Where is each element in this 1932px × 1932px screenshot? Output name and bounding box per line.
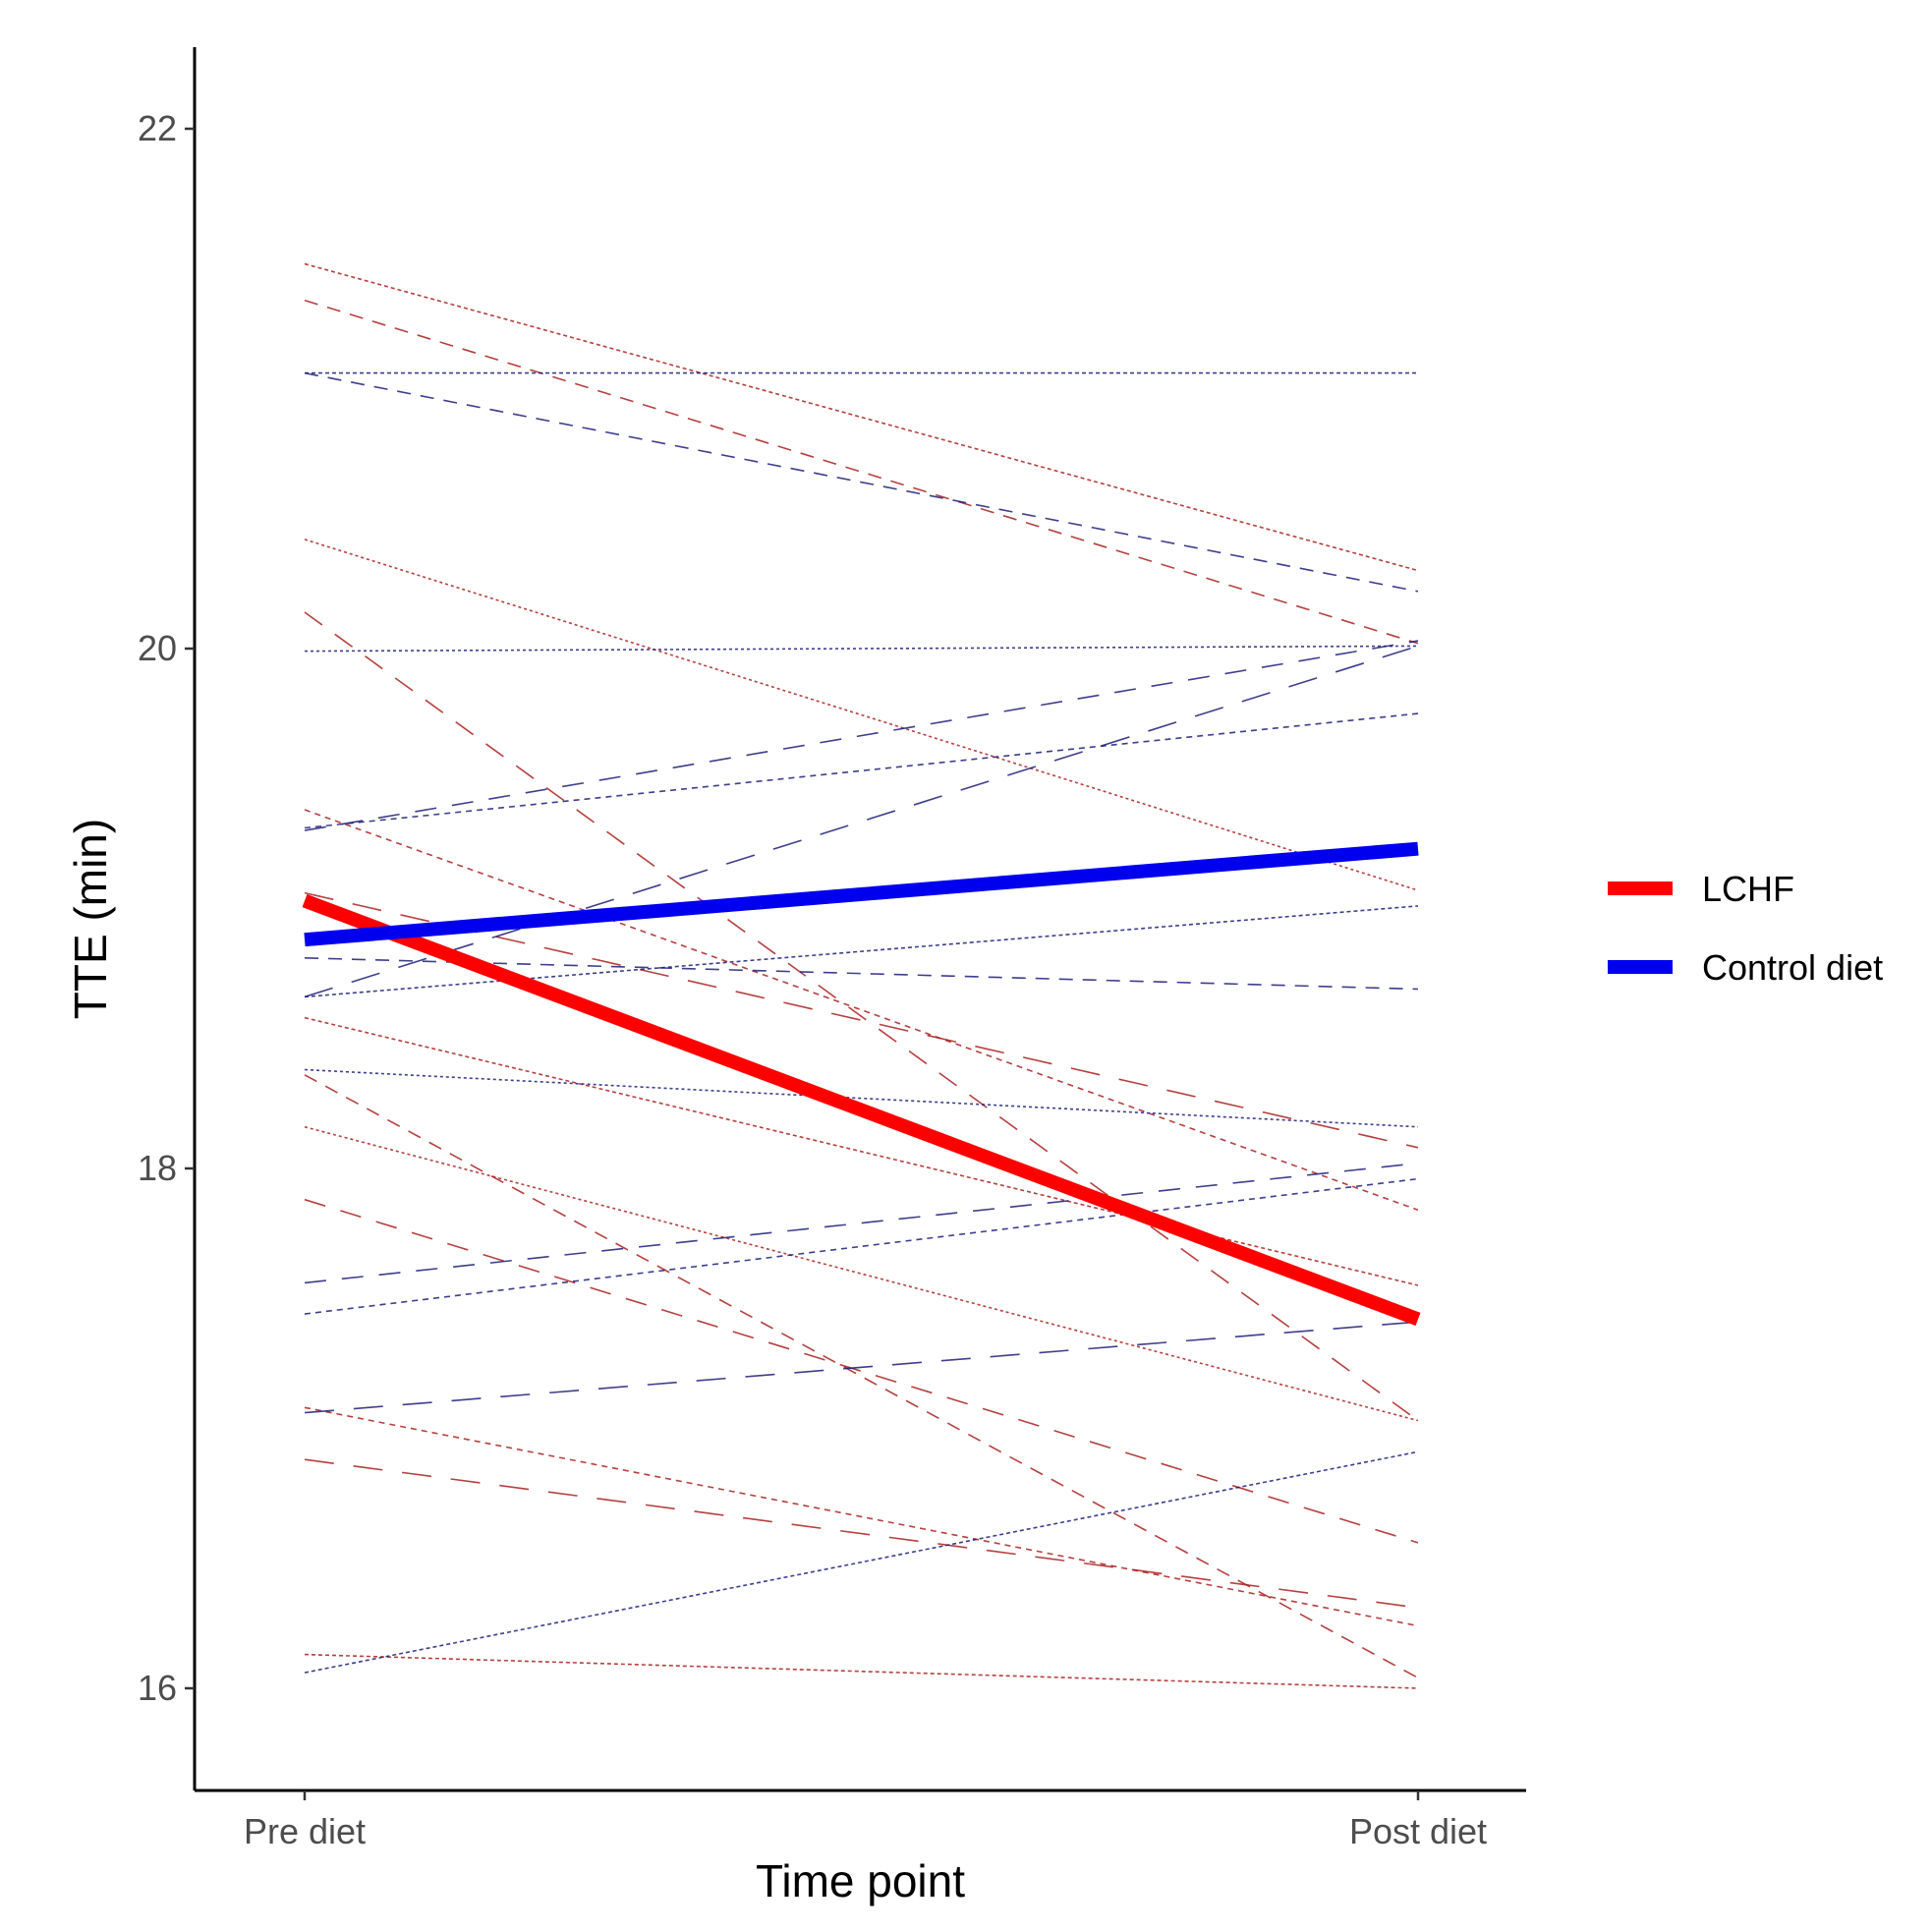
y-tick-label: 20 xyxy=(138,628,177,668)
individual-lines xyxy=(304,262,1419,1689)
y-axis-ticks: 16 18 20 22 xyxy=(138,108,195,1708)
y-tick-label: 18 xyxy=(138,1148,177,1188)
control-individual-line xyxy=(304,1068,1419,1128)
lchf-individual-line xyxy=(304,611,1419,1422)
lchf-individual-line xyxy=(304,809,1419,1212)
lchf-individual-line xyxy=(304,1458,1419,1609)
lchf-individual-line xyxy=(304,539,1419,891)
lchf-individual-line xyxy=(304,299,1419,645)
control-individual-line xyxy=(304,645,1419,653)
lchf-individual-line xyxy=(304,1406,1419,1627)
control-individual-line xyxy=(304,712,1419,829)
lchf-individual-line xyxy=(304,262,1419,572)
lchf-mean-line xyxy=(302,894,1421,1326)
x-axis-ticks: Pre diet Post diet xyxy=(244,1790,1487,1851)
y-tick-label: 22 xyxy=(138,108,177,148)
lchf-individual-line xyxy=(304,891,1419,1149)
control-individual-line xyxy=(304,640,1419,831)
control-individual-line xyxy=(304,1177,1419,1315)
lchf-individual-line xyxy=(304,1074,1419,1679)
legend: LCHF Control diet xyxy=(1608,869,1883,988)
control-individual-line xyxy=(304,1450,1419,1674)
lchf-individual-line xyxy=(304,1653,1419,1689)
y-tick-label: 16 xyxy=(138,1668,177,1708)
control-individual-line xyxy=(304,1162,1419,1284)
legend-label-lchf: LCHF xyxy=(1702,869,1794,909)
lchf-individual-line xyxy=(304,1125,1419,1422)
control-individual-line xyxy=(304,957,1419,991)
y-axis-title: TTE (min) xyxy=(65,819,116,1019)
x-tick-label: Post diet xyxy=(1349,1811,1487,1851)
control-individual-line xyxy=(304,905,1419,998)
x-axis-title: Time point xyxy=(756,1855,965,1906)
control-individual-line xyxy=(304,1321,1419,1414)
lchf-individual-line xyxy=(304,1016,1419,1286)
control-diet-mean-line xyxy=(304,841,1419,947)
legend-label-control-diet: Control diet xyxy=(1702,947,1883,988)
lchf-individual-line xyxy=(304,1198,1419,1544)
x-tick-label: Pre diet xyxy=(244,1811,366,1851)
axes xyxy=(193,47,1526,1792)
mean-lines xyxy=(302,841,1421,1326)
control-individual-line xyxy=(304,645,1419,998)
control-individual-line xyxy=(304,371,1419,593)
